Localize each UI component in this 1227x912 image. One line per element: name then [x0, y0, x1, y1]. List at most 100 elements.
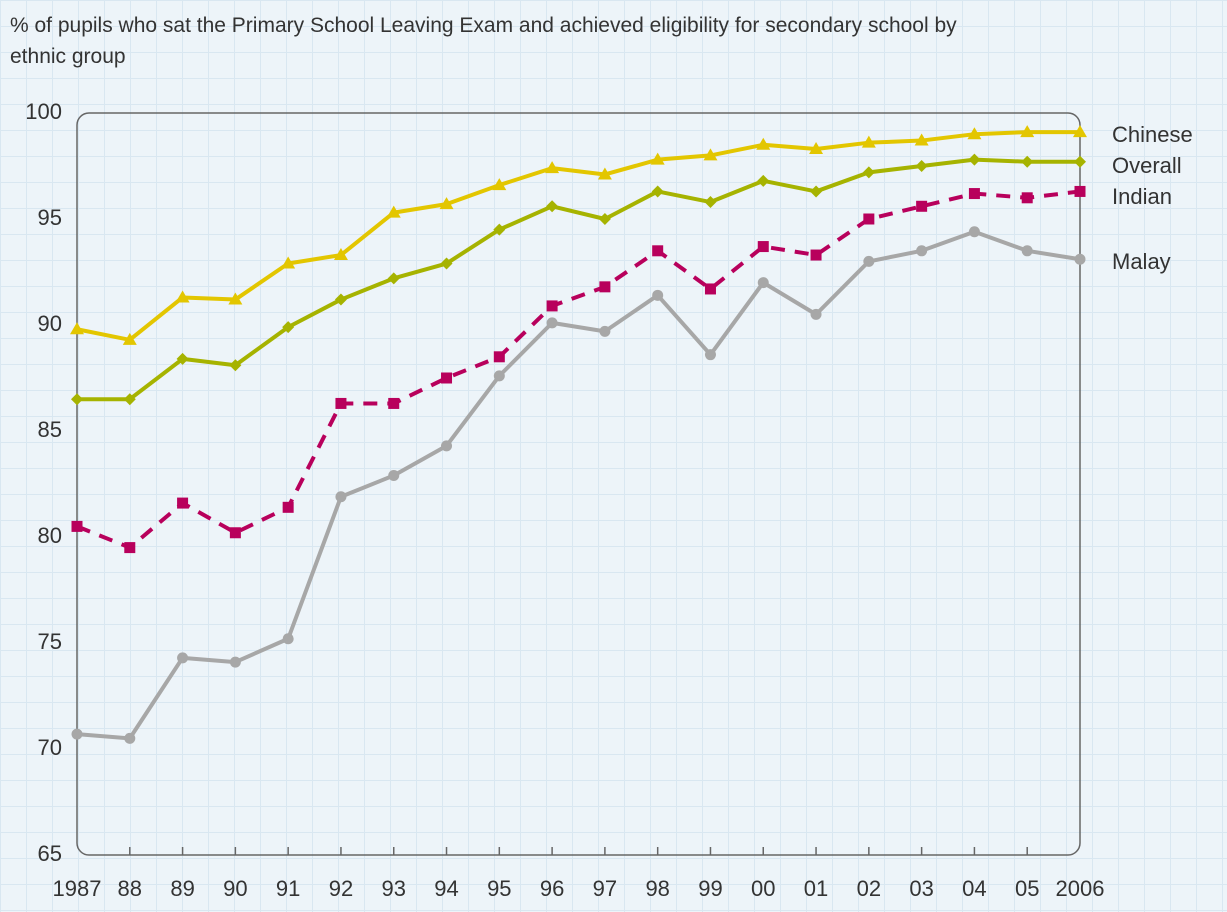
- marker: [968, 188, 980, 200]
- x-tick-label: 04: [962, 876, 986, 901]
- x-tick-label: 97: [593, 876, 617, 901]
- marker: [335, 491, 347, 503]
- x-tick-label: 89: [170, 876, 194, 901]
- x-tick-label: 01: [804, 876, 828, 901]
- x-tick-label: 99: [698, 876, 722, 901]
- marker: [598, 213, 611, 225]
- x-tick-label: 95: [487, 876, 511, 901]
- marker: [388, 470, 400, 482]
- marker: [599, 325, 611, 337]
- marker: [282, 501, 294, 513]
- marker: [387, 272, 400, 285]
- x-tick-label: 91: [276, 876, 300, 901]
- marker: [1074, 155, 1086, 168]
- marker: [757, 241, 769, 253]
- marker: [810, 185, 823, 198]
- marker: [704, 196, 717, 209]
- marker: [175, 290, 190, 303]
- marker: [1020, 125, 1035, 138]
- legend-label: Chinese: [1112, 122, 1193, 147]
- marker: [757, 174, 770, 187]
- marker: [333, 248, 348, 261]
- marker: [124, 732, 136, 744]
- marker: [809, 142, 824, 155]
- marker: [863, 213, 875, 225]
- y-tick-label: 80: [38, 523, 62, 548]
- marker: [757, 277, 769, 289]
- x-tick-label: 90: [223, 876, 247, 901]
- marker: [650, 152, 665, 165]
- marker: [71, 393, 83, 406]
- marker: [810, 308, 822, 320]
- marker: [915, 160, 928, 172]
- x-tick-label: 98: [645, 876, 669, 901]
- marker: [282, 633, 294, 645]
- marker: [176, 352, 189, 365]
- marker: [599, 281, 611, 293]
- x-tick-label: 1987: [53, 876, 102, 901]
- marker: [862, 166, 875, 179]
- marker: [703, 148, 718, 161]
- y-tick-label: 95: [38, 205, 62, 230]
- marker: [441, 372, 453, 384]
- marker: [335, 397, 347, 409]
- legend-label: Indian: [1112, 184, 1172, 209]
- marker: [439, 197, 454, 210]
- x-tick-label: 96: [540, 876, 564, 901]
- marker: [282, 321, 295, 334]
- marker: [545, 161, 560, 174]
- x-tick-label: 88: [118, 876, 142, 901]
- y-tick-label: 100: [25, 99, 62, 124]
- plot-frame: [76, 112, 1081, 856]
- marker: [229, 527, 241, 539]
- x-tick-label: 02: [857, 876, 881, 901]
- marker: [597, 167, 612, 180]
- marker: [386, 205, 401, 218]
- marker: [441, 440, 453, 452]
- legend-label: Malay: [1112, 249, 1171, 274]
- x-tick-label: 05: [1015, 876, 1039, 901]
- x-tick-label: 94: [434, 876, 458, 901]
- marker: [229, 656, 241, 668]
- marker: [70, 322, 84, 335]
- marker: [493, 370, 505, 382]
- chart-title: % of pupils who sat the Primary School L…: [10, 14, 957, 68]
- y-tick-label: 90: [38, 311, 62, 336]
- marker: [916, 245, 928, 257]
- x-tick-label: 93: [381, 876, 405, 901]
- marker: [861, 135, 876, 148]
- marker: [916, 200, 928, 212]
- marker: [810, 249, 822, 261]
- marker: [704, 349, 716, 361]
- marker: [651, 185, 664, 198]
- marker: [968, 226, 980, 238]
- marker: [756, 137, 771, 150]
- legend-label: Overall: [1112, 153, 1182, 178]
- x-tick-label: 2006: [1056, 876, 1105, 901]
- marker: [122, 332, 137, 345]
- marker: [546, 300, 558, 312]
- marker: [863, 255, 875, 267]
- marker: [652, 245, 664, 257]
- marker: [704, 283, 716, 295]
- marker: [492, 178, 507, 191]
- marker: [177, 652, 189, 664]
- marker: [177, 497, 189, 509]
- marker: [123, 393, 136, 406]
- marker: [493, 223, 506, 236]
- marker: [1074, 185, 1086, 197]
- marker: [652, 289, 664, 301]
- marker: [546, 317, 558, 329]
- marker: [493, 351, 505, 363]
- series-line: [76, 229, 1081, 741]
- marker: [967, 127, 982, 140]
- y-tick-label: 70: [38, 735, 62, 760]
- marker: [281, 256, 296, 269]
- marker: [229, 359, 242, 372]
- y-tick-label: 65: [38, 841, 62, 866]
- x-tick-label: 92: [329, 876, 353, 901]
- series-line: [76, 189, 1081, 550]
- marker: [1073, 125, 1087, 138]
